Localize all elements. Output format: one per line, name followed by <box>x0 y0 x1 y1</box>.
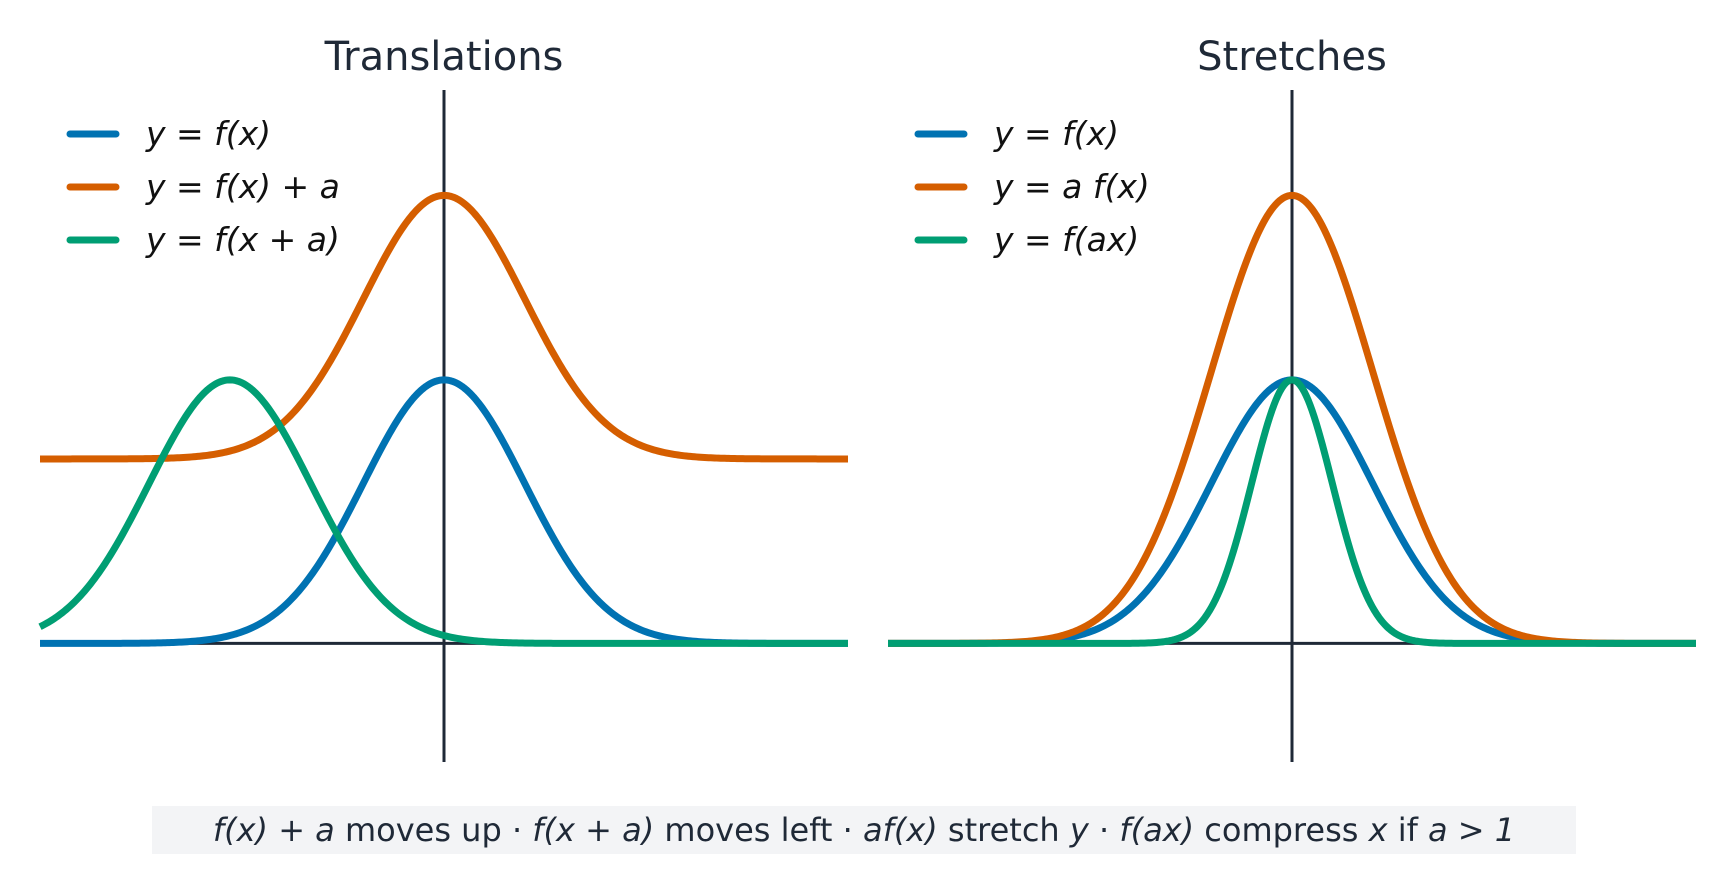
caption-item-1: f(x) + a moves up <box>212 811 502 849</box>
legend-label: y = f(ax) <box>993 220 1139 259</box>
caption: f(x) + a moves up · f(x + a) moves left … <box>152 806 1576 854</box>
panel-stretches: Stretches y = f(x) y = a f(x) y = f(ax) <box>886 34 1698 762</box>
legend-label: y = f(x) + a <box>145 167 340 206</box>
panel-translations: Translations y = f(x) y = f(x) + a y = f(x … <box>38 34 850 762</box>
caption-separator: · <box>832 811 863 849</box>
series-line-y-f-ax <box>886 376 1698 647</box>
chart-title: Translations <box>324 34 564 80</box>
legend-label: y = a f(x) <box>993 167 1150 206</box>
series-line-y-f-x-a <box>38 191 850 463</box>
caption-item-4: f(ax) compress x if a > 1 <box>1119 811 1516 849</box>
caption-separator: · <box>1088 811 1120 849</box>
legend-label: y = f(x) <box>145 114 271 153</box>
caption-item-2: f(x + a) moves left <box>532 811 833 849</box>
caption-item-3: af(x) stretch y <box>862 811 1089 849</box>
legend-label: y = f(x) <box>993 114 1119 153</box>
series-line-y-f-x-a <box>38 376 850 647</box>
caption-separator: · <box>501 811 533 849</box>
chart-title: Stretches <box>1197 34 1387 80</box>
legend-label: y = f(x + a) <box>145 220 340 259</box>
